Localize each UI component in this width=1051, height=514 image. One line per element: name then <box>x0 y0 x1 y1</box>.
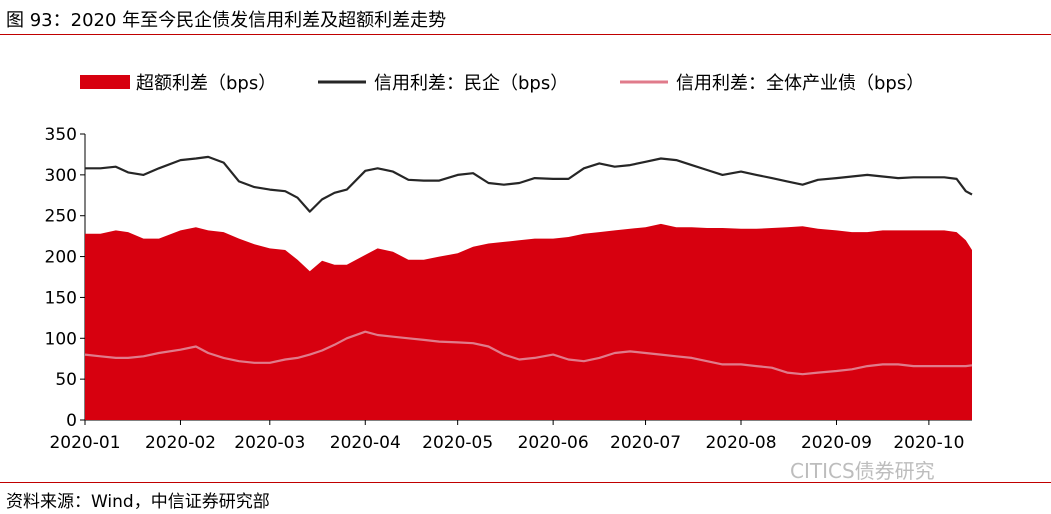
title-divider <box>0 34 1051 35</box>
legend-label-2: 信用利差：全体产业债（bps） <box>676 73 924 94</box>
legend: 超额利差（bps） 信用利差：民企（bps） 信用利差：全体产业债（bps） <box>80 73 924 94</box>
plot-area <box>84 155 973 420</box>
x-tick-label: 2020-06 <box>518 433 589 453</box>
x-tick-label: 2020-09 <box>801 433 872 453</box>
y-tick-label: 150 <box>45 288 77 308</box>
watermark: CITICS债券研究 <box>790 459 935 483</box>
series-line-2 <box>84 330 973 376</box>
x-tick-label: 2020-03 <box>234 433 305 453</box>
source-divider <box>0 482 1051 483</box>
legend-swatch-0 <box>80 75 130 89</box>
x-tick-label: 2020-07 <box>610 433 681 453</box>
series-area-0 <box>85 223 972 420</box>
x-tick-label: 2020-05 <box>422 433 493 453</box>
y-tick-label: 0 <box>66 411 77 431</box>
legend-label-0: 超额利差（bps） <box>136 73 276 94</box>
y-tick-label: 200 <box>45 248 77 268</box>
x-tick-label: 2020-10 <box>893 433 964 453</box>
y-tick-label: 350 <box>45 125 77 145</box>
y-tick-label: 100 <box>45 329 77 349</box>
x-tick-label: 2020-02 <box>145 433 216 453</box>
x-tick-label: 2020-04 <box>330 433 401 453</box>
series-line-1 <box>85 155 973 213</box>
legend-label-1: 信用利差：民企（bps） <box>374 73 568 94</box>
y-tick-label: 250 <box>45 207 77 227</box>
source-note: 资料来源：Wind，中信证券研究部 <box>6 492 270 512</box>
figure-title: 图 93：2020 年至今民企债发信用利差及超额利差走势 <box>6 10 447 31</box>
y-tick-label: 300 <box>45 166 77 186</box>
tick-labels: 0 50 100 150 200 250 300 350 2020-01 2020-02 2020-… <box>45 125 965 453</box>
y-tick-label: 50 <box>55 370 77 390</box>
x-tick-label: 2020-01 <box>49 433 120 453</box>
x-tick-label: 2020-08 <box>705 433 776 453</box>
